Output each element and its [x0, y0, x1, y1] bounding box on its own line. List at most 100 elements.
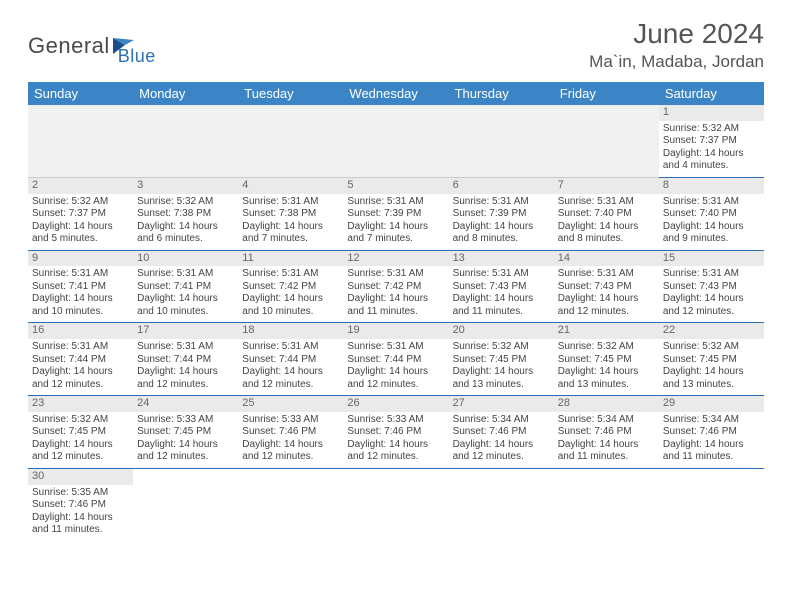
day-number: 28 — [554, 396, 659, 412]
calendar-cell — [659, 468, 764, 540]
day-number: 15 — [659, 251, 764, 267]
calendar-cell — [133, 468, 238, 540]
day-info: Sunrise: 5:32 AMSunset: 7:45 PMDaylight:… — [32, 414, 129, 464]
title-block: June 2024 Ma`in, Madaba, Jordan — [589, 18, 764, 72]
day-info: Sunrise: 5:32 AMSunset: 7:38 PMDaylight:… — [137, 196, 234, 246]
calendar-cell: 2Sunrise: 5:32 AMSunset: 7:37 PMDaylight… — [28, 177, 133, 250]
calendar-cell: 8Sunrise: 5:31 AMSunset: 7:40 PMDaylight… — [659, 177, 764, 250]
calendar-body: 1Sunrise: 5:32 AMSunset: 7:37 PMDaylight… — [28, 105, 764, 541]
day-number: 9 — [28, 251, 133, 267]
day-info: Sunrise: 5:31 AMSunset: 7:44 PMDaylight:… — [242, 341, 339, 391]
day-info: Sunrise: 5:31 AMSunset: 7:38 PMDaylight:… — [242, 196, 339, 246]
day-info: Sunrise: 5:32 AMSunset: 7:45 PMDaylight:… — [558, 341, 655, 391]
day-number: 25 — [238, 396, 343, 412]
day-number: 29 — [659, 396, 764, 412]
weekday-header: Wednesday — [343, 82, 448, 105]
day-number: 12 — [343, 251, 448, 267]
day-number: 16 — [28, 323, 133, 339]
weekday-header: Sunday — [28, 82, 133, 105]
day-info: Sunrise: 5:31 AMSunset: 7:44 PMDaylight:… — [347, 341, 444, 391]
day-number: 5 — [343, 178, 448, 194]
day-info: Sunrise: 5:35 AMSunset: 7:46 PMDaylight:… — [32, 487, 129, 537]
calendar-row: 2Sunrise: 5:32 AMSunset: 7:37 PMDaylight… — [28, 177, 764, 250]
day-info: Sunrise: 5:31 AMSunset: 7:43 PMDaylight:… — [558, 268, 655, 318]
page-title: June 2024 — [589, 18, 764, 50]
calendar-cell: 22 Sunrise: 5:32 AMSunset: 7:45 PMDayligh… — [659, 323, 764, 396]
calendar-cell: 13Sunrise: 5:31 AMSunset: 7:43 PMDayligh… — [449, 250, 554, 323]
day-info: Sunrise: 5:31 AMSunset: 7:40 PMDaylight:… — [558, 196, 655, 246]
calendar-cell: 30 Sunrise: 5:35 AMSunset: 7:46 PMDayligh… — [28, 468, 133, 540]
calendar-cell — [28, 105, 133, 177]
header: General Blue June 2024 Ma`in, Madaba, Jo… — [0, 0, 792, 76]
calendar-table: Sunday Monday Tuesday Wednesday Thursday… — [28, 82, 764, 541]
day-info: Sunrise: 5:31 AMSunset: 7:44 PMDaylight:… — [32, 341, 129, 391]
calendar-cell: 29 Sunrise: 5:34 AMSunset: 7:46 PMDayligh… — [659, 396, 764, 469]
day-number: 20 — [449, 323, 554, 339]
calendar-cell — [238, 105, 343, 177]
calendar-cell — [238, 468, 343, 540]
calendar-row: 1Sunrise: 5:32 AMSunset: 7:37 PMDaylight… — [28, 105, 764, 177]
day-info: Sunrise: 5:31 AMSunset: 7:42 PMDaylight:… — [242, 268, 339, 318]
day-number: 4 — [238, 178, 343, 194]
day-info: Sunrise: 5:34 AMSunset: 7:46 PMDaylight:… — [663, 414, 760, 464]
calendar-cell: 25Sunrise: 5:33 AMSunset: 7:46 PMDayligh… — [238, 396, 343, 469]
calendar-cell: 26Sunrise: 5:33 AMSunset: 7:46 PMDayligh… — [343, 396, 448, 469]
day-info: Sunrise: 5:31 AMSunset: 7:41 PMDaylight:… — [32, 268, 129, 318]
day-number: 18 — [238, 323, 343, 339]
day-number: 27 — [449, 396, 554, 412]
calendar-cell — [343, 468, 448, 540]
calendar-cell: 7Sunrise: 5:31 AMSunset: 7:40 PMDaylight… — [554, 177, 659, 250]
day-info: Sunrise: 5:31 AMSunset: 7:44 PMDaylight:… — [137, 341, 234, 391]
day-info: Sunrise: 5:31 AMSunset: 7:43 PMDaylight:… — [453, 268, 550, 318]
day-number: 23 — [28, 396, 133, 412]
calendar-cell: 12Sunrise: 5:31 AMSunset: 7:42 PMDayligh… — [343, 250, 448, 323]
weekday-header: Thursday — [449, 82, 554, 105]
calendar-cell: 3 Sunrise: 5:32 AMSunset: 7:38 PMDaylight… — [133, 177, 238, 250]
day-number: 21 — [554, 323, 659, 339]
day-number: 1 — [659, 105, 764, 121]
calendar-cell: 24Sunrise: 5:33 AMSunset: 7:45 PMDayligh… — [133, 396, 238, 469]
weekday-header: Monday — [133, 82, 238, 105]
day-info: Sunrise: 5:31 AMSunset: 7:42 PMDaylight:… — [347, 268, 444, 318]
day-number: 22 — [659, 323, 764, 339]
day-number: 17 — [133, 323, 238, 339]
calendar-cell: 14Sunrise: 5:31 AMSunset: 7:43 PMDayligh… — [554, 250, 659, 323]
calendar-row: 9Sunrise: 5:31 AMSunset: 7:41 PMDaylight… — [28, 250, 764, 323]
calendar-row: 30 Sunrise: 5:35 AMSunset: 7:46 PMDayligh… — [28, 468, 764, 540]
day-info: Sunrise: 5:32 AMSunset: 7:45 PMDaylight:… — [663, 341, 760, 391]
calendar-cell — [449, 468, 554, 540]
day-number: 10 — [133, 251, 238, 267]
weekday-header: Saturday — [659, 82, 764, 105]
calendar-row: 16Sunrise: 5:31 AMSunset: 7:44 PMDayligh… — [28, 323, 764, 396]
location-subtitle: Ma`in, Madaba, Jordan — [589, 52, 764, 72]
day-info: Sunrise: 5:31 AMSunset: 7:41 PMDaylight:… — [137, 268, 234, 318]
day-info: Sunrise: 5:33 AMSunset: 7:45 PMDaylight:… — [137, 414, 234, 464]
calendar-cell: 18 Sunrise: 5:31 AMSunset: 7:44 PMDayligh… — [238, 323, 343, 396]
calendar-cell: 5 Sunrise: 5:31 AMSunset: 7:39 PMDaylight… — [343, 177, 448, 250]
calendar-cell — [554, 105, 659, 177]
calendar-cell — [449, 105, 554, 177]
day-number: 13 — [449, 251, 554, 267]
logo-text-blue: Blue — [118, 46, 156, 67]
calendar-cell: 16 Sunrise: 5:31 AMSunset: 7:44 PMDayligh… — [28, 323, 133, 396]
logo-text-general: General — [28, 33, 110, 59]
calendar-cell: 28 Sunrise: 5:34 AMSunset: 7:46 PMDayligh… — [554, 396, 659, 469]
calendar-cell: 4 Sunrise: 5:31 AMSunset: 7:38 PMDaylight… — [238, 177, 343, 250]
day-number: 8 — [659, 178, 764, 194]
calendar-cell — [343, 105, 448, 177]
calendar-cell: 15Sunrise: 5:31 AMSunset: 7:43 PMDayligh… — [659, 250, 764, 323]
day-number: 3 — [133, 178, 238, 194]
logo: General Blue — [28, 24, 156, 67]
day-info: Sunrise: 5:31 AMSunset: 7:39 PMDaylight:… — [347, 196, 444, 246]
day-number: 11 — [238, 251, 343, 267]
calendar-cell: 21 Sunrise: 5:32 AMSunset: 7:45 PMDayligh… — [554, 323, 659, 396]
day-number: 26 — [343, 396, 448, 412]
day-info: Sunrise: 5:31 AMSunset: 7:39 PMDaylight:… — [453, 196, 550, 246]
calendar-cell: 1Sunrise: 5:32 AMSunset: 7:37 PMDaylight… — [659, 105, 764, 177]
day-info: Sunrise: 5:34 AMSunset: 7:46 PMDaylight:… — [558, 414, 655, 464]
calendar-cell — [554, 468, 659, 540]
weekday-header: Tuesday — [238, 82, 343, 105]
day-number: 30 — [28, 469, 133, 485]
calendar-cell: 27Sunrise: 5:34 AMSunset: 7:46 PMDayligh… — [449, 396, 554, 469]
calendar-row: 23 Sunrise: 5:32 AMSunset: 7:45 PMDayligh… — [28, 396, 764, 469]
